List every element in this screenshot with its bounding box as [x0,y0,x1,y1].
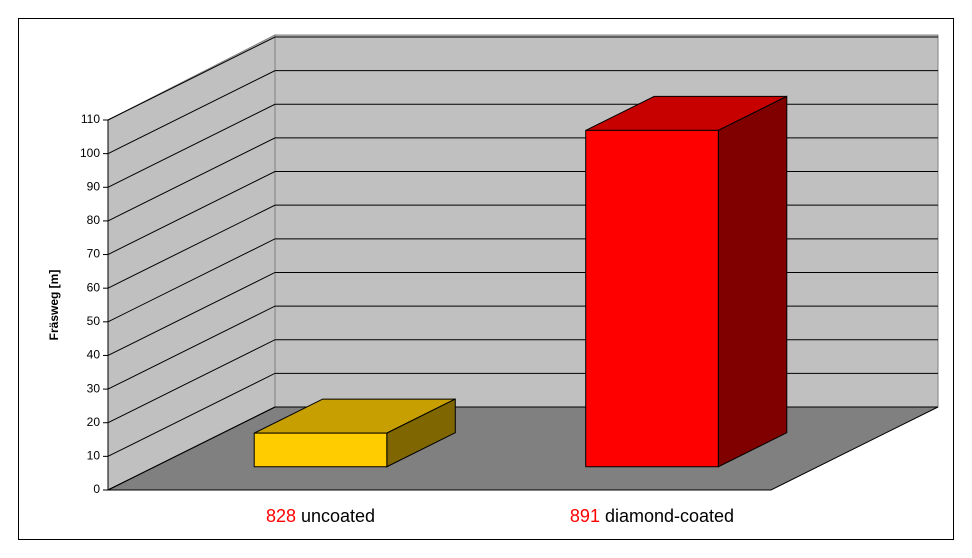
category-name: uncoated [301,506,375,526]
y-tick-label: 30 [87,381,101,395]
bar-side [717,95,788,468]
y-tick-label: 100 [80,146,100,160]
x-tick-label: 828 uncoated [266,506,375,526]
y-tick-label: 50 [87,314,101,328]
x-tick-label: 891 diamond-coated [570,506,734,526]
category-code: 828 [266,506,296,526]
y-tick-label: 40 [87,348,101,362]
y-axis-title: Fräsweg [m] [47,270,61,341]
y-tick-label: 70 [87,247,101,261]
bar [585,129,719,468]
grid-line [107,36,938,121]
y-tick-label: 20 [87,415,101,429]
walls [107,34,939,491]
y-tick-label: 110 [81,112,100,126]
y-tick-label: 90 [87,179,101,193]
y-tick-label: 0 [93,482,100,496]
bar [253,432,388,468]
y-tick-label: 60 [87,280,101,294]
category-code: 891 [570,506,600,526]
y-tick-label: 10 [87,449,101,463]
y-tick-label: 80 [87,213,101,227]
category-name: diamond-coated [605,506,734,526]
grid-line [107,70,938,155]
